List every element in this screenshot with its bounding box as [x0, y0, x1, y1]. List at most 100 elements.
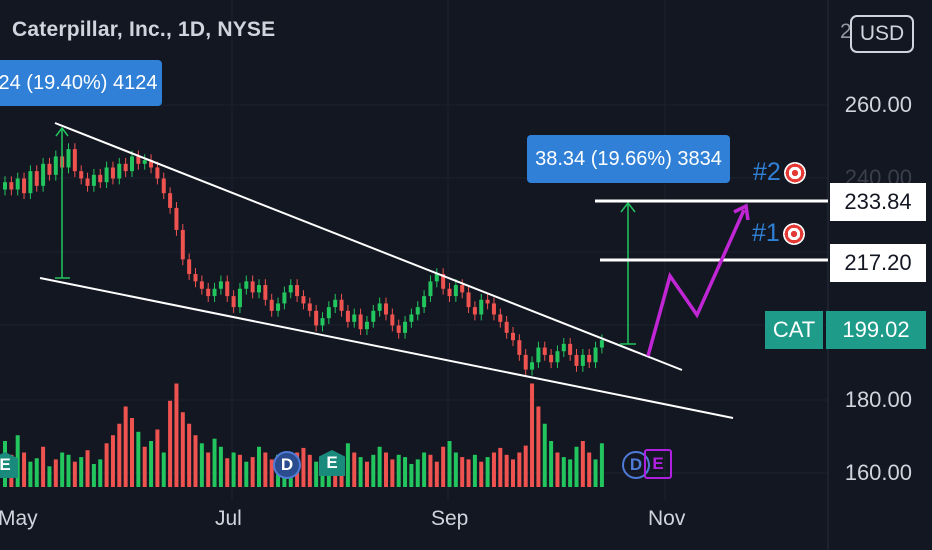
volume-bar	[485, 457, 490, 487]
volume-bar	[345, 443, 350, 487]
volume-bar	[123, 406, 128, 487]
volume-bar	[358, 457, 363, 487]
dividend-event-icon[interactable]: D	[622, 451, 650, 479]
candle	[364, 321, 369, 330]
volume-bar	[28, 461, 33, 487]
volume-bar	[434, 461, 439, 487]
candle	[441, 274, 446, 289]
level-label-233[interactable]: 233.84	[830, 183, 926, 221]
candle	[314, 310, 319, 326]
volume-bar	[47, 466, 52, 487]
lower-trendline[interactable]	[39, 277, 734, 419]
volume-bar	[117, 423, 122, 487]
volume-bar	[428, 454, 433, 487]
candle	[79, 171, 84, 179]
candle	[180, 229, 185, 260]
volume-bar	[199, 443, 204, 487]
price-tick: 180.00	[844, 387, 912, 412]
candle	[53, 156, 58, 175]
projection-path[interactable]	[646, 209, 746, 357]
level-label-217[interactable]: 217.20	[830, 244, 926, 282]
candle	[193, 274, 198, 282]
candle	[320, 318, 325, 326]
dividend-event-icon[interactable]: D	[273, 451, 301, 479]
time-tick: Sep	[431, 507, 469, 530]
volume-bar	[130, 418, 134, 487]
volume-bar	[403, 457, 408, 487]
volume-bar	[136, 431, 141, 487]
earnings-event-icon[interactable]: E	[0, 452, 18, 478]
volume-bar	[453, 452, 458, 487]
candle	[574, 354, 579, 366]
candle	[472, 307, 477, 315]
candle	[142, 160, 147, 164]
volume-bar	[491, 452, 496, 487]
candle	[34, 171, 39, 186]
candle	[161, 178, 166, 194]
volume-bar	[307, 454, 312, 487]
volume-bar	[574, 446, 579, 487]
candle	[587, 354, 592, 363]
volume-bar	[580, 441, 585, 487]
candle	[295, 285, 300, 297]
candle	[536, 347, 541, 363]
candle	[403, 321, 408, 333]
candle	[504, 321, 509, 333]
volume-bar	[472, 454, 477, 487]
volume-bar	[53, 459, 58, 487]
candle	[28, 171, 33, 194]
volume-bar	[250, 457, 255, 487]
volume-bar	[466, 459, 471, 487]
volume-bar	[142, 446, 147, 487]
candle	[199, 281, 204, 289]
volume-bar	[371, 454, 376, 487]
candle	[130, 156, 134, 172]
measure-label-left: 24 (19.40%) 4124	[0, 60, 162, 106]
candle	[384, 303, 388, 315]
volume-bar	[218, 446, 223, 487]
candle	[542, 347, 547, 355]
candle	[110, 167, 115, 179]
volume-bar	[555, 452, 560, 487]
volume-bar	[390, 459, 395, 487]
measure-arrow-right	[620, 201, 636, 345]
candle	[415, 307, 420, 315]
earnings-event-icon[interactable]: E	[644, 449, 672, 479]
volume-bar	[244, 461, 249, 487]
candle	[225, 281, 230, 297]
candle	[377, 303, 382, 311]
candle	[447, 288, 452, 297]
candle	[530, 362, 535, 370]
bullseye-icon	[782, 222, 805, 245]
candle	[517, 340, 522, 355]
candle	[555, 351, 560, 363]
price-axis-top-tick: 2	[840, 20, 852, 43]
candle	[168, 193, 173, 208]
volume-bar	[22, 452, 27, 487]
volume-bar	[377, 446, 382, 487]
volume-bar	[161, 452, 166, 487]
candle	[3, 182, 7, 190]
currency-button[interactable]: USD	[850, 15, 914, 53]
upper-trendline[interactable]	[54, 122, 683, 371]
candle	[333, 299, 338, 308]
candle	[593, 347, 598, 363]
measure-label-right: 38.34 (19.66%) 3834	[527, 135, 730, 183]
candle	[561, 343, 566, 352]
volume-bar	[504, 454, 509, 487]
target-2-label: #2	[753, 158, 781, 186]
volume-bar	[530, 383, 535, 487]
earnings-event-icon[interactable]: E	[319, 450, 345, 476]
target-marker-1: #1	[752, 219, 805, 248]
candle	[460, 285, 465, 293]
candle	[117, 163, 122, 179]
symbol-tag: CAT	[765, 311, 823, 349]
volume-bar	[396, 454, 401, 487]
candle	[345, 310, 350, 322]
candle	[276, 303, 281, 311]
volume-bar	[187, 423, 192, 487]
candle	[371, 310, 376, 322]
volume-bar	[41, 446, 46, 487]
candle	[263, 285, 268, 300]
